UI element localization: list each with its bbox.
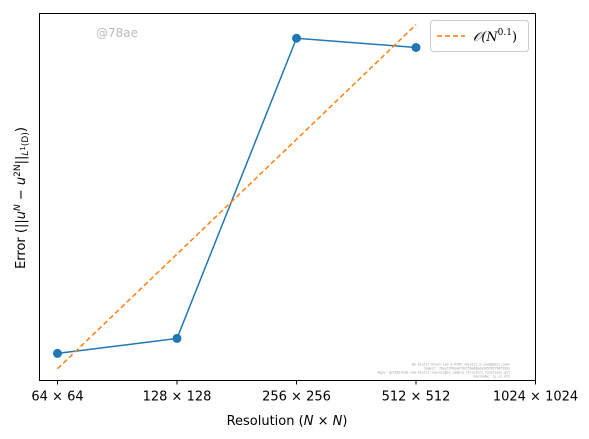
credit-line-3: Repo: git@github.com:kjetil-lye/single_s… bbox=[378, 371, 510, 375]
x-tick-label-4: 1024 × 1024 bbox=[493, 390, 578, 405]
credit-line-2: Commit: 70eef0f6ea8fd2f59e48bda34578f760… bbox=[424, 367, 510, 371]
x-tick-label-0: 64 × 64 bbox=[31, 390, 83, 405]
x-tick-label-2: 256 × 256 bbox=[262, 390, 331, 405]
credit-block: By Kjetil Olsen Lye & KTH2 <kjetil.o.lye… bbox=[378, 363, 511, 379]
y-axis-label: Error (||uN − u2N||L1(D)) bbox=[13, 127, 31, 269]
legend-label-fit: 𝒪(N0.1) bbox=[473, 28, 517, 45]
x-tick-label-3: 512 × 512 bbox=[382, 390, 451, 405]
x-tick-label-1: 128 × 128 bbox=[143, 390, 212, 405]
series-line-1 bbox=[56, 24, 417, 370]
series-line-0 bbox=[57, 37, 417, 355]
series-0-point-3 bbox=[411, 43, 421, 53]
plot-area-frame bbox=[39, 13, 536, 381]
x-axis-ticks: 64 × 64 128 × 128 256 × 256 512 × 512 1024 ×… bbox=[31, 380, 578, 405]
legend: 𝒪(N0.1) bbox=[430, 20, 529, 52]
credit-line-4: Hostname: 1e.el.kth bbox=[474, 375, 511, 379]
legend-box bbox=[430, 20, 529, 52]
series-0-point-0 bbox=[53, 348, 62, 358]
series-0-point-2 bbox=[292, 33, 301, 43]
series-0-point-1 bbox=[172, 333, 182, 343]
credit-line-1: By Kjetil Olsen Lye & KTH2 <kjetil.o.lye… bbox=[412, 363, 510, 367]
x-axis-label: Resolution (N × N) bbox=[227, 414, 348, 429]
watermark-text: @78ae bbox=[96, 26, 138, 40]
series-layer bbox=[53, 24, 421, 370]
